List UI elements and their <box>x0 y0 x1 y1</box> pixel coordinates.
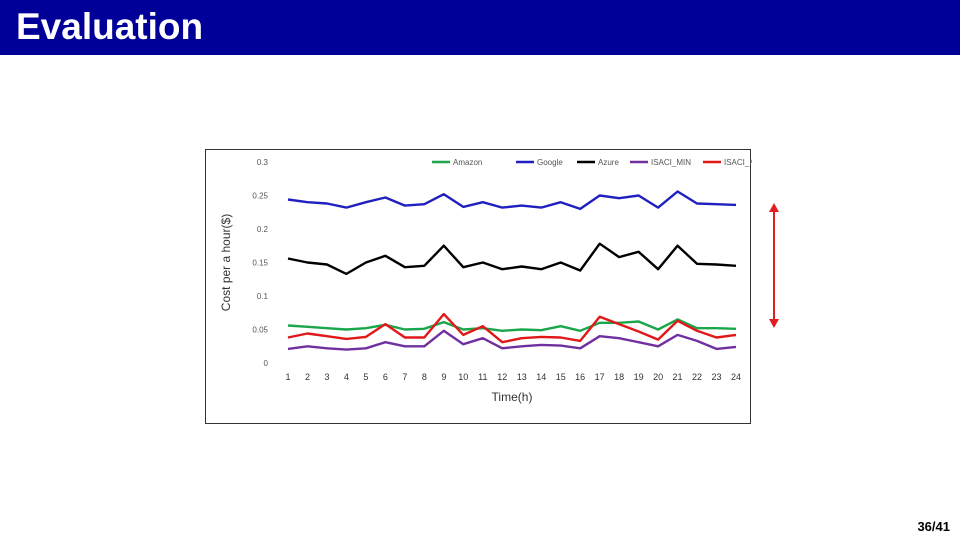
x-tick-label: 11 <box>478 372 487 382</box>
x-tick-label: 8 <box>422 372 427 382</box>
y-tick-label: 0.05 <box>252 326 268 335</box>
x-tick-label: 1 <box>285 372 290 382</box>
y-tick-label: 0.3 <box>257 158 269 167</box>
chart-frame: 0 0.05 0.1 0.15 0.2 0.25 0.3 1 2 3 4 5 6 7 8 9 10 11 12 13 1… <box>205 149 752 424</box>
y-tick-label: 0.15 <box>252 259 268 268</box>
y-tick-label: 0 <box>264 359 269 368</box>
x-tick-label: 2 <box>305 372 310 382</box>
title-bar: Evaluation <box>0 0 960 55</box>
series-line-azure <box>287 242 737 276</box>
x-tick-label: 13 <box>517 372 527 382</box>
series-line-isaci-max <box>287 312 737 344</box>
x-tick-label: 24 <box>731 372 741 382</box>
x-tick-label: 21 <box>673 372 683 382</box>
y-tick-label: 0.25 <box>252 192 268 201</box>
x-tick-label: 22 <box>692 372 702 382</box>
series-line-google <box>287 190 737 211</box>
slide-title: Evaluation <box>16 6 204 47</box>
y-tick-label: 0.1 <box>257 292 269 301</box>
x-tick-label: 23 <box>712 372 722 382</box>
x-tick-label: 16 <box>575 372 585 382</box>
legend-label: ISACI_MIN <box>651 158 691 167</box>
x-tick-label: 7 <box>402 372 407 382</box>
x-tick-label: 15 <box>556 372 566 382</box>
x-tick-label: 12 <box>497 372 507 382</box>
x-tick-label: 5 <box>363 372 368 382</box>
legend-label: Amazon <box>453 158 482 167</box>
y-tick-label: 0.2 <box>257 225 269 234</box>
x-tick-label: 14 <box>536 372 546 382</box>
legend-label: Google <box>537 158 563 167</box>
x-tick-label: 9 <box>441 372 446 382</box>
x-tick-label: 17 <box>595 372 605 382</box>
page-number: 36/41 <box>917 519 950 534</box>
x-tick-label: 10 <box>458 372 468 382</box>
legend-label: Azure <box>598 158 619 167</box>
y-axis-title: Cost per a hour($) <box>219 214 233 311</box>
double-arrow-icon <box>769 203 779 328</box>
range-arrow <box>764 203 784 333</box>
x-tick-label: 19 <box>634 372 644 382</box>
x-tick-label: 3 <box>324 372 329 382</box>
x-tick-label: 20 <box>653 372 663 382</box>
legend-label: ISACI_MAX <box>724 158 752 167</box>
series-line-amazon <box>287 318 737 333</box>
line-chart: 00.050.10.150.20.250.31 2 3 4 5 6 7 8 9 10 11 12 13 1… <box>219 158 752 404</box>
series-line-isaci-min <box>287 329 737 351</box>
x-tick-label: 4 <box>344 372 349 382</box>
x-tick-label: 18 <box>614 372 624 382</box>
x-axis-title: Time(h) <box>492 390 533 404</box>
x-tick-label: 6 <box>383 372 388 382</box>
